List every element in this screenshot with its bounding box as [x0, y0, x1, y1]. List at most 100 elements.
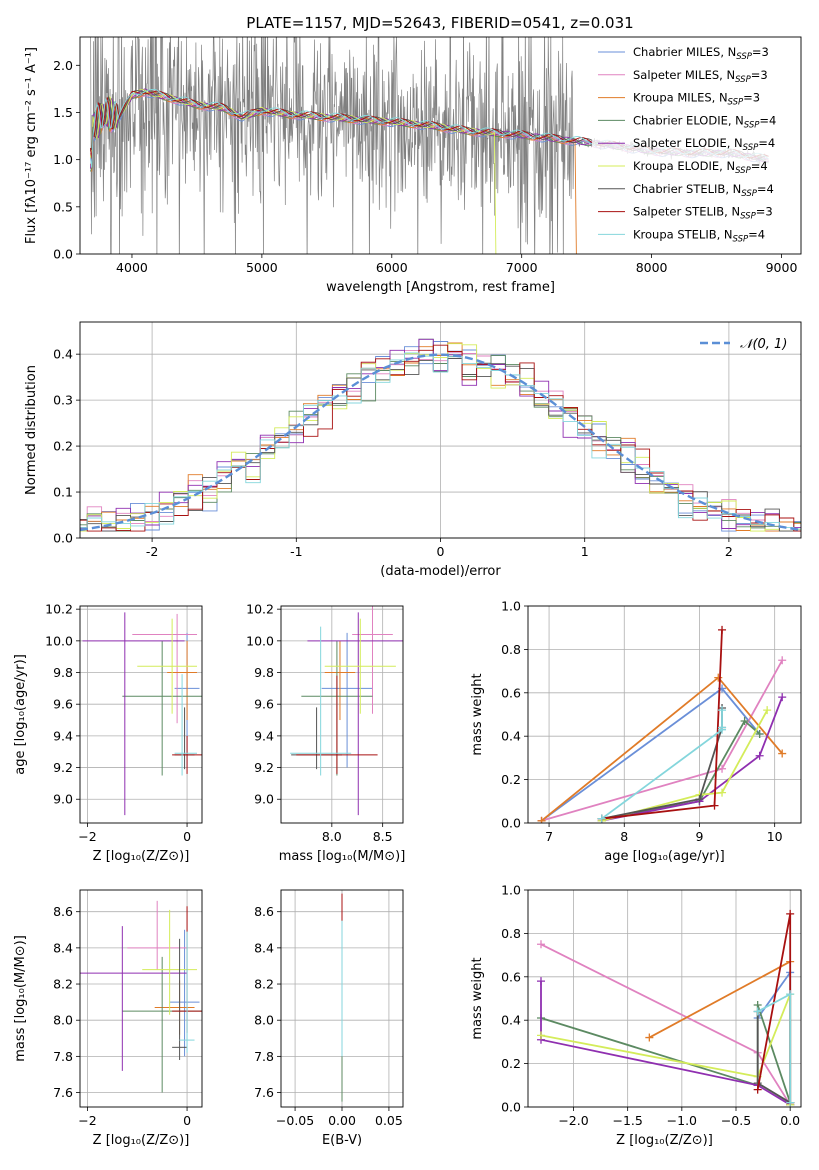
y-tick-label: 0.2	[53, 439, 73, 454]
legend: Chabrier MILES, NSSP=3 Salpeter MILES, NS…	[592, 41, 797, 250]
errorbar-chabrier-miles	[321, 632, 373, 768]
series-marker	[718, 788, 727, 797]
y-tick-label: 1.0	[501, 599, 521, 614]
axes-residuals: -2 -1 0 1 2 0.0 0.1 0.2 0.3 0.4 (data-model)/error…	[24, 321, 802, 579]
errorbar-salpeter-stelib	[172, 735, 202, 774]
series-kroupa-miles	[537, 673, 787, 823]
series-line	[541, 659, 783, 822]
series-line	[540, 1004, 792, 1103]
series-marker	[755, 751, 764, 760]
errorbar-salpeter-miles	[132, 613, 198, 724]
x-tick-label: 7000	[506, 260, 538, 275]
series-kroupa-elodie	[537, 990, 795, 1107]
series-marker	[753, 1007, 762, 1016]
y-tick-label: 0.4	[53, 347, 73, 362]
plot-area-age_vs_Z	[82, 612, 202, 816]
y-axis-label: age [log₁₀(age/yr)]	[13, 654, 28, 775]
series-marker	[718, 706, 727, 715]
axes-spectrum: 4000 5000 6000 7000 8000 9000 0.0 0.5 1.0 1.5 2.0 w…	[24, 36, 802, 295]
series-line	[540, 943, 791, 1106]
y-tick-label: 0.0	[53, 247, 73, 262]
errorbar-kroupa-stelib	[290, 626, 352, 776]
y-tick-label: 10.2	[45, 602, 73, 617]
errorbar-chabrier-elodie	[122, 640, 202, 776]
series-kroupa-stelib	[753, 990, 795, 1107]
legend-label: Chabrier STELIB, NSSP=4	[633, 182, 774, 199]
series-line	[648, 960, 791, 1039]
y-tick-label: 8.2	[254, 977, 274, 992]
y-tick-label: 9.4	[254, 728, 274, 743]
axes-frame	[527, 889, 802, 1108]
x-tick-label: -2	[146, 544, 158, 559]
x-tick-label: −0.05	[276, 1113, 314, 1128]
x-axis-label: wavelength [Angstrom, rest frame]	[326, 280, 555, 295]
y-tick-label: 0.4	[501, 729, 521, 744]
series-marker	[755, 730, 764, 739]
series-salpeter-elodie	[537, 977, 795, 1107]
series-line	[601, 719, 761, 820]
series-marker	[740, 717, 749, 726]
y-tick-label: 9.8	[53, 665, 73, 680]
y-tick-label: 2.0	[53, 58, 73, 73]
y-tick-label: 8.2	[53, 977, 73, 992]
x-tick-label: 5000	[246, 260, 278, 275]
plot-area-weight_vs_age	[537, 625, 787, 823]
axes-age_vs_mass: 8.0 8.5 9.0 9.2 9.4 9.6 9.8 10.0 10.2 mass [log₁₀…	[246, 602, 406, 864]
series-marker	[786, 909, 795, 918]
y-tick-label: 7.6	[254, 1085, 274, 1100]
x-tick-label: 8.0	[322, 829, 342, 844]
axes-mass_vs_ebv: −0.05 0.00 0.05 7.6 7.8 8.0 8.2 8.4 8.6 E(B-V)	[254, 889, 404, 1148]
series-marker	[645, 1033, 654, 1042]
x-tick-label: 8000	[636, 260, 668, 275]
series-marker	[778, 749, 787, 758]
y-tick-label: 8.0	[254, 1013, 274, 1028]
x-tick-label: 0	[437, 544, 445, 559]
x-axis-label: (data-model)/error	[380, 564, 501, 579]
y-tick-label: 0.3	[53, 393, 73, 408]
series-line	[540, 687, 761, 822]
y-axis-label: mass weight	[470, 673, 485, 755]
series-marker	[763, 706, 772, 715]
series-chabrier-miles	[753, 968, 795, 1107]
y-tick-label: 1.0	[53, 152, 73, 167]
y-axis-label: mass weight	[470, 957, 485, 1039]
y-tick-label: 9.0	[53, 792, 73, 807]
x-axis-label: age [log₁₀(age/yr)]	[604, 849, 725, 864]
x-tick-label: 8	[620, 829, 628, 844]
series-marker	[537, 977, 545, 986]
x-tick-label: 0	[183, 1113, 191, 1128]
errorbar-salpeter-stelib	[296, 675, 378, 774]
y-tick-label: 0.0	[501, 816, 521, 831]
y-tick-label: 0.2	[501, 772, 521, 787]
x-axis-label: mass [log₁₀(M/M⊙)]	[279, 849, 406, 864]
y-tick-label: 0.2	[501, 1056, 521, 1071]
plot-area-age_vs_mass	[290, 606, 403, 816]
series-chabrier-elodie	[537, 1001, 795, 1107]
y-tick-label: 8.0	[53, 1013, 73, 1028]
errorbar-kroupa-elodie	[324, 618, 396, 714]
series-salpeter-miles	[537, 656, 787, 823]
errorbar-kroupa-elodie	[137, 618, 198, 714]
errorbar-salpeter-elodie	[80, 926, 188, 1071]
errorbar-kroupa-elodie	[142, 909, 198, 1015]
errorbar-chabrier-miles	[169, 929, 200, 1057]
series-marker	[537, 816, 546, 823]
axes-frame	[79, 36, 802, 255]
legend-label: Chabrier MILES, NSSP=3	[633, 45, 769, 62]
x-axis-label: Z [log₁₀(Z/Z⊙)]	[616, 1133, 713, 1148]
plot-area-residuals	[80, 338, 801, 532]
errorbar-salpeter-miles	[352, 606, 393, 714]
errorbar-kroupa-stelib	[174, 674, 198, 776]
y-tick-label: 0.6	[501, 969, 521, 984]
y-tick-label: 9.2	[53, 760, 73, 775]
y-axis-label: Flux [fλ10⁻¹⁷ erg cm⁻² s⁻¹ A⁻¹]	[24, 47, 39, 244]
y-tick-label: 9.6	[254, 697, 274, 712]
y-tick-label: 9.8	[254, 665, 274, 680]
x-tick-label: −1.5	[612, 1113, 642, 1128]
histogram-step-kroupa-miles	[80, 342, 801, 532]
x-tick-label: −0.5	[721, 1113, 751, 1128]
x-tick-label: 10	[767, 829, 783, 844]
legend-label: Salpeter ELODIE, NSSP=4	[633, 136, 775, 153]
y-tick-label: 0.6	[501, 685, 521, 700]
